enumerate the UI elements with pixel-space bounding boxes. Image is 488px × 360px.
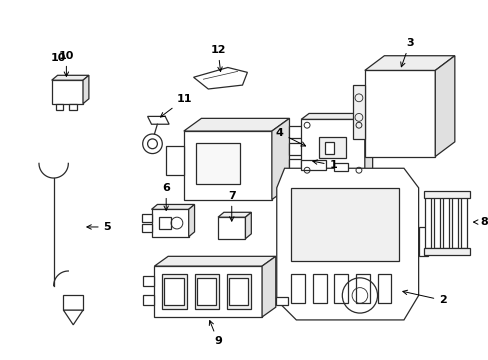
Polygon shape (355, 274, 369, 303)
Polygon shape (324, 142, 334, 154)
Polygon shape (63, 310, 83, 325)
Polygon shape (262, 256, 275, 317)
Polygon shape (451, 195, 457, 248)
Polygon shape (276, 168, 418, 320)
Polygon shape (142, 276, 154, 286)
Text: 1: 1 (312, 160, 337, 170)
Text: 11: 11 (160, 94, 192, 117)
Polygon shape (159, 217, 171, 229)
Polygon shape (377, 274, 390, 303)
Polygon shape (352, 85, 364, 139)
Polygon shape (289, 126, 308, 138)
Polygon shape (418, 227, 427, 256)
Polygon shape (301, 161, 325, 170)
Polygon shape (245, 212, 251, 239)
Polygon shape (69, 104, 77, 109)
Text: 8: 8 (472, 217, 487, 227)
Polygon shape (195, 143, 239, 184)
Polygon shape (364, 71, 434, 157)
Polygon shape (196, 278, 216, 305)
Polygon shape (433, 195, 439, 248)
Polygon shape (423, 248, 469, 255)
Polygon shape (218, 212, 251, 217)
Text: 9: 9 (209, 320, 222, 346)
Polygon shape (291, 188, 398, 261)
Polygon shape (312, 274, 326, 303)
Text: 12: 12 (210, 45, 225, 71)
Polygon shape (301, 119, 364, 176)
Polygon shape (318, 137, 346, 158)
Polygon shape (147, 116, 169, 124)
Polygon shape (142, 296, 154, 305)
Polygon shape (151, 204, 194, 210)
Text: 10: 10 (51, 53, 66, 63)
Polygon shape (434, 56, 454, 157)
Text: 3: 3 (400, 38, 413, 67)
Polygon shape (301, 113, 372, 119)
Polygon shape (63, 296, 83, 310)
Text: 5: 5 (87, 222, 111, 232)
Polygon shape (183, 131, 271, 199)
Polygon shape (166, 146, 183, 175)
Polygon shape (289, 143, 308, 154)
Polygon shape (423, 191, 469, 198)
Polygon shape (83, 75, 89, 104)
Polygon shape (228, 278, 248, 305)
Polygon shape (460, 195, 466, 248)
Text: 10: 10 (59, 51, 74, 76)
Text: 2: 2 (402, 290, 446, 305)
Text: 4: 4 (275, 128, 305, 146)
Polygon shape (162, 274, 186, 309)
Text: 6: 6 (162, 183, 170, 210)
Polygon shape (52, 80, 83, 104)
Polygon shape (154, 256, 275, 266)
Polygon shape (183, 118, 289, 131)
Polygon shape (442, 195, 448, 248)
Polygon shape (218, 217, 245, 239)
Polygon shape (142, 214, 151, 222)
Polygon shape (289, 159, 308, 171)
Polygon shape (151, 210, 188, 237)
Polygon shape (291, 274, 305, 303)
Polygon shape (364, 56, 454, 71)
Polygon shape (188, 204, 194, 237)
Polygon shape (194, 274, 219, 309)
Polygon shape (364, 113, 372, 176)
Polygon shape (193, 67, 247, 89)
Polygon shape (154, 266, 262, 317)
Polygon shape (334, 274, 347, 303)
Polygon shape (271, 118, 289, 199)
Polygon shape (164, 278, 183, 305)
Polygon shape (52, 75, 89, 80)
Polygon shape (142, 224, 151, 232)
Polygon shape (425, 195, 430, 248)
Polygon shape (275, 297, 287, 305)
Polygon shape (56, 104, 63, 109)
Polygon shape (226, 274, 251, 309)
Polygon shape (333, 163, 347, 171)
Text: 7: 7 (227, 191, 235, 221)
